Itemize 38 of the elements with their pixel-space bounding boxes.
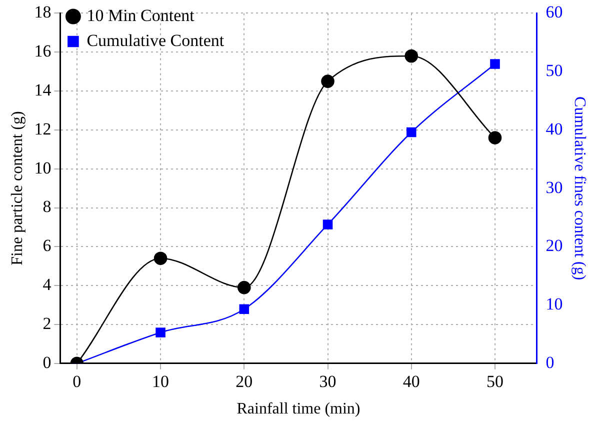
y2-tick-label: 10: [546, 294, 563, 314]
x-tick-label: 0: [72, 372, 82, 392]
y2-tick-label: 20: [546, 236, 563, 256]
x-axis-title: Rainfall time (min): [236, 400, 360, 418]
y2-tick-label: 60: [546, 2, 563, 22]
y-tick-label: 12: [34, 119, 52, 138]
y2-tick-label: 50: [546, 61, 563, 80]
legend-label: Cumulative Content: [86, 30, 224, 50]
point: [156, 328, 166, 338]
y2-tick-label: 40: [546, 119, 563, 138]
y-tick-label: 18: [34, 2, 52, 22]
point: [238, 280, 251, 294]
point: [404, 49, 418, 63]
y-tick-label: 10: [34, 158, 52, 178]
y-tick-label: 16: [34, 42, 52, 61]
y-axis-title: Fine particle content (g): [8, 111, 26, 266]
y2-axis-title: Cumulative fines content (g): [571, 96, 588, 280]
x-tick-label: 10: [152, 372, 170, 392]
y-tick-label: 14: [34, 80, 52, 100]
point: [490, 59, 500, 69]
x-tick-label: 40: [402, 372, 420, 392]
point: [322, 220, 333, 230]
y-tick-label: 0: [42, 352, 52, 372]
point: [321, 74, 334, 88]
y2-tick-label: 0: [546, 352, 554, 372]
y-tick-label: 6: [42, 236, 52, 256]
point: [239, 304, 250, 314]
point: [406, 127, 416, 138]
y-tick-label: 2: [42, 314, 52, 333]
point: [488, 131, 502, 144]
y-tick-label: 4: [42, 275, 52, 294]
y2-tick-label: 30: [546, 178, 563, 197]
legend-label: 10 Min Content: [86, 6, 195, 25]
y-tick-label: 8: [42, 197, 52, 216]
x-tick-label: 20: [236, 372, 253, 392]
point: [154, 252, 168, 265]
x-tick-label: 30: [319, 372, 336, 392]
x-tick-label: 50: [486, 372, 504, 392]
